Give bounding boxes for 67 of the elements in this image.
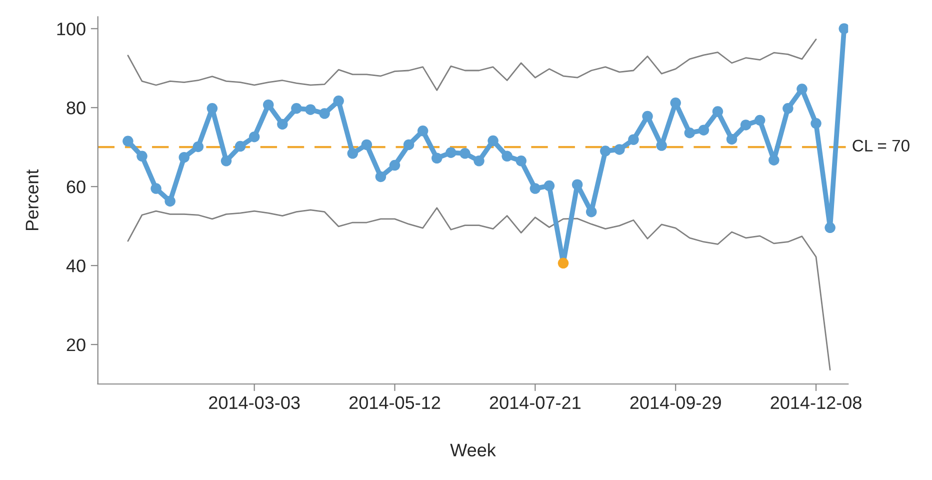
- y-tick-label: 40: [66, 259, 86, 272]
- point: [516, 156, 527, 166]
- point: [192, 141, 204, 152]
- point: [502, 150, 512, 162]
- point: [375, 171, 386, 182]
- point: [586, 206, 597, 218]
- x-tick-label: 2014-12-08: [770, 396, 862, 410]
- point: [544, 180, 555, 192]
- point: [389, 160, 400, 171]
- point: [460, 148, 470, 159]
- point: [432, 152, 442, 164]
- y-tick-label: 100: [57, 22, 86, 36]
- point: [726, 134, 738, 145]
- point: [572, 179, 583, 190]
- line-series: [127, 207, 831, 370]
- point: [488, 135, 498, 146]
- point: [164, 196, 176, 207]
- point: [178, 152, 190, 163]
- point: [740, 120, 752, 130]
- point: [614, 144, 625, 155]
- x-tick-label: 2014-07-21: [490, 396, 580, 410]
- point: [824, 222, 836, 234]
- point: [796, 84, 808, 94]
- point: [698, 124, 710, 136]
- point: [150, 183, 162, 194]
- point: [234, 140, 246, 152]
- line-series: [127, 38, 817, 91]
- x-tick-label: 2014-05-12: [349, 396, 440, 410]
- point: [656, 140, 667, 151]
- point: [403, 139, 414, 150]
- point: [417, 126, 428, 136]
- y-tick-label: 80: [66, 102, 86, 114]
- x-tick-label: 2014-09-29: [630, 396, 721, 410]
- point: [262, 99, 274, 110]
- point: [754, 114, 766, 126]
- y-axis-title: Percent: [26, 169, 38, 230]
- point: [206, 103, 218, 114]
- point: [642, 110, 653, 122]
- point: [248, 131, 260, 142]
- point: [810, 118, 822, 129]
- point: [305, 104, 316, 115]
- point: [712, 106, 724, 117]
- ref-line-label: CL = 70: [852, 140, 910, 152]
- point: [277, 118, 288, 130]
- point: [838, 23, 848, 34]
- point: [122, 136, 134, 147]
- y-tick-label: 20: [66, 338, 86, 352]
- point: [558, 258, 569, 269]
- x-tick-label: 2014-03-03: [209, 396, 300, 410]
- point: [361, 139, 372, 150]
- x-axis-title: Week: [450, 443, 496, 456]
- point: [319, 108, 330, 119]
- point: [446, 147, 456, 158]
- point: [333, 96, 344, 106]
- point: [474, 156, 484, 166]
- point: [347, 148, 358, 159]
- point: [670, 97, 681, 108]
- point: [684, 128, 696, 138]
- point: [768, 154, 780, 166]
- point: [291, 103, 302, 114]
- point: [136, 150, 148, 162]
- point: [220, 156, 232, 166]
- point: [628, 134, 639, 145]
- point: [782, 103, 794, 114]
- y-tick-label: 60: [66, 180, 86, 194]
- point: [530, 183, 541, 194]
- point: [600, 146, 611, 156]
